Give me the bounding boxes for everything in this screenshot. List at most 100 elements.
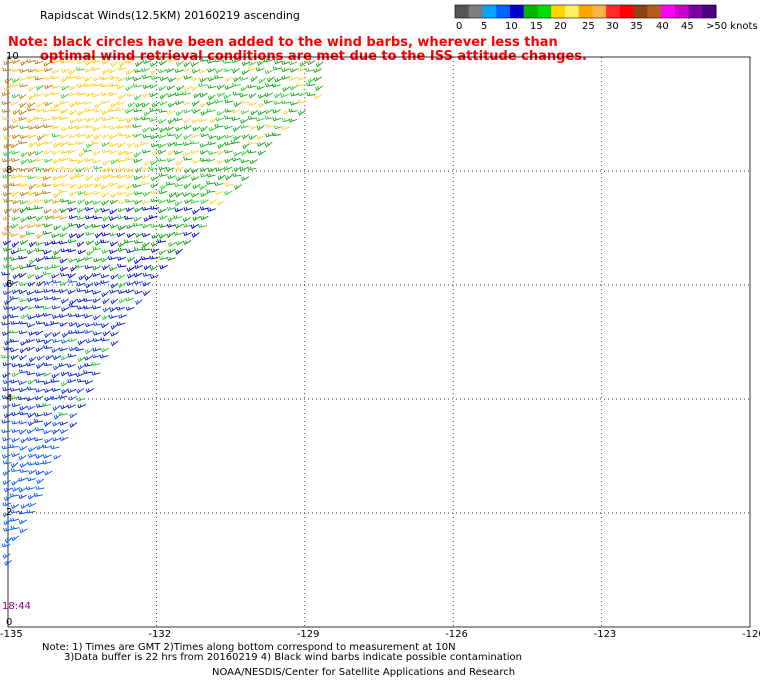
wind-barb: [101, 68, 110, 75]
wind-barb: [217, 142, 226, 149]
wind-barb: [35, 84, 44, 91]
wind-barb: [109, 115, 119, 120]
wind-barb: [297, 109, 306, 116]
wind-barb: [51, 199, 61, 204]
wind-barb: [19, 125, 29, 130]
legend-swatch: [606, 5, 621, 18]
wind-barb: [150, 183, 159, 189]
wind-barb: [67, 59, 77, 64]
wind-barb: [92, 265, 101, 271]
wind-barb: [59, 421, 68, 426]
wind-barb: [9, 444, 19, 448]
wind-barb: [134, 94, 142, 101]
wind-barb: [158, 256, 168, 261]
wind-barb: [27, 191, 37, 196]
wind-barb: [174, 68, 184, 73]
wind-barb: [92, 246, 102, 251]
wind-barb: [91, 362, 101, 366]
wind-barb: [141, 102, 150, 108]
wind-barb: [167, 216, 176, 223]
wind-barb: [3, 256, 12, 261]
wind-barb: [27, 379, 36, 385]
wind-barb: [192, 109, 201, 114]
wind-barb: [141, 67, 151, 72]
wind-barb: [20, 216, 29, 223]
wind-barb: [110, 282, 119, 289]
wind-barb: [142, 272, 152, 277]
wind-barb: [158, 249, 167, 256]
wind-barb: [101, 133, 110, 140]
wind-barb: [2, 387, 12, 392]
wind-barb: [1, 331, 11, 337]
wind-speed-legend: [454, 4, 717, 19]
wind-barb: [216, 159, 225, 165]
wind-barb: [199, 150, 209, 155]
wind-barb: [183, 125, 192, 131]
wind-barb: [19, 405, 28, 411]
wind-barb: [207, 84, 217, 89]
wind-barb: [183, 207, 193, 212]
wind-barb: [28, 183, 36, 191]
wind-barb: [93, 117, 102, 123]
wind-barb: [10, 174, 20, 179]
wind-barb: [27, 150, 36, 157]
wind-barb: [222, 59, 232, 64]
wind-barb: [83, 370, 93, 375]
wind-barb: [108, 108, 118, 112]
wind-barb: [240, 150, 249, 157]
wind-barb: [2, 527, 12, 532]
wind-barb: [11, 437, 20, 443]
wind-barb: [9, 280, 19, 285]
wind-barb: [158, 166, 168, 171]
wind-barb: [190, 168, 199, 174]
wind-barb: [273, 100, 283, 105]
wind-barb: [191, 100, 200, 107]
wind-barb: [199, 157, 209, 162]
legend-swatch: [537, 5, 552, 18]
wind-barb: [35, 338, 45, 343]
wind-barb: [1, 100, 11, 105]
wind-barb: [215, 68, 224, 74]
wind-barb: [117, 66, 127, 71]
wind-barb: [175, 76, 184, 82]
wind-barb: [167, 102, 177, 108]
wind-barb: [3, 282, 12, 288]
wind-barb: [101, 192, 110, 198]
wind-barb: [18, 363, 27, 368]
wind-barb: [58, 394, 68, 399]
wind-barb: [10, 320, 20, 325]
wind-barb: [208, 167, 217, 173]
wind-barb: [142, 281, 151, 287]
wind-barb: [166, 256, 176, 261]
wind-barb: [199, 206, 209, 211]
wind-barb: [2, 502, 12, 507]
wind-barb: [93, 133, 102, 140]
wind-barb: [1, 321, 11, 326]
wind-barb: [85, 133, 94, 139]
wind-barb: [84, 68, 93, 73]
wind-barb: [53, 454, 62, 460]
wind-barb: [9, 387, 20, 392]
wind-barb: [150, 241, 159, 248]
wind-barb: [17, 396, 27, 401]
wind-barb: [173, 215, 183, 220]
wind-barb: [19, 347, 28, 354]
wind-barb: [84, 207, 94, 212]
wind-barb: [58, 289, 68, 294]
wind-barb: [53, 142, 61, 149]
wind-barb: [288, 61, 298, 66]
wind-barb: [10, 182, 20, 187]
wind-barb: [35, 470, 45, 476]
wind-barb: [289, 84, 298, 91]
legend-label: 45: [681, 21, 694, 32]
wind-barb: [35, 166, 45, 171]
wind-barb: [100, 76, 110, 81]
wind-barb: [134, 290, 143, 295]
wind-barb: [207, 141, 217, 146]
wind-barb: [67, 372, 77, 377]
wind-barb: [35, 313, 45, 318]
wind-barb: [11, 241, 20, 248]
wind-barb: [44, 84, 53, 90]
wind-barb: [117, 207, 126, 213]
wind-barb: [85, 339, 95, 344]
